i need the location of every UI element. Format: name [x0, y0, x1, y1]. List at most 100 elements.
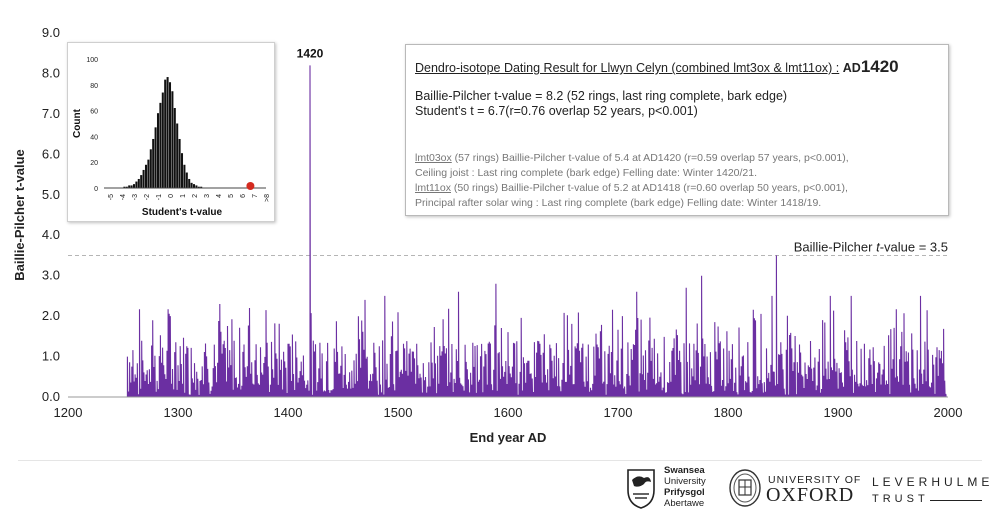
- student-result-line: Student's t = 6.7(r=0.76 overlap 52 year…: [415, 104, 698, 118]
- inset-x-axis-title: Student's t-value: [142, 207, 223, 218]
- inset-bar: [123, 186, 126, 188]
- sample1-line2: Ceiling joist : Last ring complete (bark…: [415, 167, 758, 179]
- inset-y-tick-label: 100: [86, 57, 98, 64]
- inset-y-tick-label: 80: [90, 83, 98, 90]
- inset-x-tick-label: 6: [240, 194, 247, 198]
- inset-y-tick-label: 0: [94, 186, 98, 193]
- inset-x-tick-label: -5: [108, 194, 115, 200]
- y-tick-label: 0.0: [42, 389, 60, 404]
- sample2-text: (50 rings) Baillie-Pilcher t-value of 5.…: [451, 182, 848, 194]
- x-tick-label: 1200: [54, 405, 83, 420]
- inset-x-tick-label: -1: [156, 194, 163, 200]
- inset-x-tick-label: -3: [132, 194, 139, 200]
- inset-bar: [144, 164, 148, 188]
- swansea-line-1: Swansea: [664, 465, 705, 476]
- inset-x-tick-label: -4: [120, 194, 127, 200]
- inset-y-axis-title: Count: [72, 108, 83, 138]
- inset-bar: [173, 108, 176, 188]
- inset-bar: [140, 175, 143, 188]
- x-axis-title: End year AD: [470, 430, 547, 445]
- inset-bar: [142, 169, 145, 188]
- inset-bar: [135, 181, 138, 188]
- y-tick-label: 8.0: [42, 65, 60, 80]
- inset-x-tick-label: 3: [204, 194, 211, 198]
- inset-bar: [152, 138, 155, 188]
- x-tick-label: 1300: [164, 405, 193, 420]
- x-tick-label: 1500: [384, 405, 413, 420]
- y-tick-label: 4.0: [42, 227, 60, 242]
- threshold-label: Baillie-Pilcher t-value = 3.5: [794, 239, 948, 254]
- inset-x-tick-label: 4: [216, 194, 223, 198]
- inset-bar: [137, 178, 140, 188]
- inset-x-tick-label: -2: [144, 194, 151, 200]
- infobox-result: Baillie-Pilcher t-value = 8.2 (52 rings,…: [415, 89, 787, 119]
- inset-bar: [159, 102, 162, 188]
- inset-y-tick-label: 20: [90, 160, 98, 167]
- sample2-line2: Principal rafter solar wing : Last ring …: [415, 197, 822, 209]
- y-tick-label: 6.0: [42, 146, 60, 161]
- inset-bar: [128, 185, 131, 188]
- inset-highlight-dot: [246, 182, 255, 190]
- infobox-details: lmt03ox (57 rings) Baillie-Pilcher t-val…: [415, 151, 849, 211]
- inset-x-tick-label: 2: [192, 194, 199, 198]
- inset-bar: [147, 159, 150, 188]
- swansea-line-3: Prifysgol: [664, 487, 705, 498]
- inset-bar: [200, 186, 203, 188]
- inset-x-tick-label: 1: [180, 194, 187, 198]
- main-chart: 0.01.02.03.04.05.06.07.08.09.0 1200 1300 1…: [12, 25, 963, 445]
- sample2-id: lmt11ox: [415, 182, 451, 194]
- inset-bar: [171, 91, 174, 188]
- divider: [18, 460, 982, 461]
- sample1-id: lmt03ox: [415, 152, 452, 164]
- inset-bar: [190, 182, 193, 188]
- inset-bar: [183, 164, 186, 188]
- x-tick-label: 2000: [934, 405, 963, 420]
- inset-bar: [195, 185, 198, 188]
- oxford-top-text: UNIVERSITY OF: [768, 474, 862, 486]
- x-tick-label: 1900: [824, 405, 853, 420]
- swansea-crest-icon: [627, 469, 655, 509]
- oxford-crest-icon: [729, 469, 761, 507]
- inset-x-tick-label: 7: [252, 194, 259, 198]
- inset-y-tick-label: 60: [90, 109, 98, 116]
- x-tick-label: 1700: [604, 405, 633, 420]
- inset-x-tick-label: >8: [264, 194, 271, 202]
- leverhulme-text: LEVERHULME: [872, 475, 994, 489]
- x-tick-label: 1400: [274, 405, 303, 420]
- swansea-logo-text: Swansea University Prifysgol Abertawe: [664, 465, 706, 509]
- inset-bar: [130, 185, 133, 188]
- infobox-title-ad: AD: [842, 61, 861, 75]
- inset-bar: [188, 178, 191, 188]
- peak-label: 1420: [297, 46, 324, 60]
- y-axis-title: Baillie-Pilcher t-value: [12, 149, 27, 281]
- inset-x-tick-label: 5: [228, 194, 235, 198]
- inset-bar: [166, 77, 169, 188]
- inset-bar: [192, 184, 196, 188]
- y-tick-label: 5.0: [42, 187, 60, 202]
- y-tick-label: 9.0: [42, 25, 60, 40]
- y-tick-label: 3.0: [42, 268, 60, 283]
- sample1-text: (57 rings) Baillie-Pilcher t-value of 5.…: [451, 152, 849, 164]
- inset-bar: [197, 186, 200, 188]
- inset-bar: [156, 113, 160, 188]
- leverhulme-rule: [930, 500, 982, 501]
- oxford-name-text: OXFORD: [766, 484, 855, 506]
- inset-bar: [180, 153, 184, 188]
- inset-bar: [161, 92, 164, 188]
- swansea-line-2: University: [664, 476, 706, 487]
- sample2-line: lmt11ox (50 rings) Baillie-Pilcher t-val…: [415, 181, 849, 196]
- logo-bar: Swansea University Prifysgol Abertawe UN…: [0, 460, 1000, 518]
- y-tick-label: 7.0: [42, 106, 60, 121]
- bp-result-line: Baillie-Pilcher t-value = 8.2 (52 rings,…: [415, 89, 788, 103]
- inset-bar: [164, 79, 167, 188]
- y-tick-label: 2.0: [42, 308, 60, 323]
- inset-y-tick-label: 40: [90, 134, 98, 141]
- infobox-title: Dendro-isotope Dating Result for Llwyn C…: [415, 57, 899, 77]
- x-tick-label: 1600: [494, 405, 523, 420]
- inset-bar: [176, 123, 179, 188]
- sample1-line: lmt03ox (57 rings) Baillie-Pilcher t-val…: [415, 151, 849, 166]
- result-infobox: Dendro-isotope Dating Result for Llwyn C…: [405, 44, 949, 216]
- infobox-title-text: Dendro-isotope Dating Result for Llwyn C…: [415, 61, 840, 75]
- inset-bar: [132, 184, 136, 188]
- inset-bar: [168, 82, 172, 188]
